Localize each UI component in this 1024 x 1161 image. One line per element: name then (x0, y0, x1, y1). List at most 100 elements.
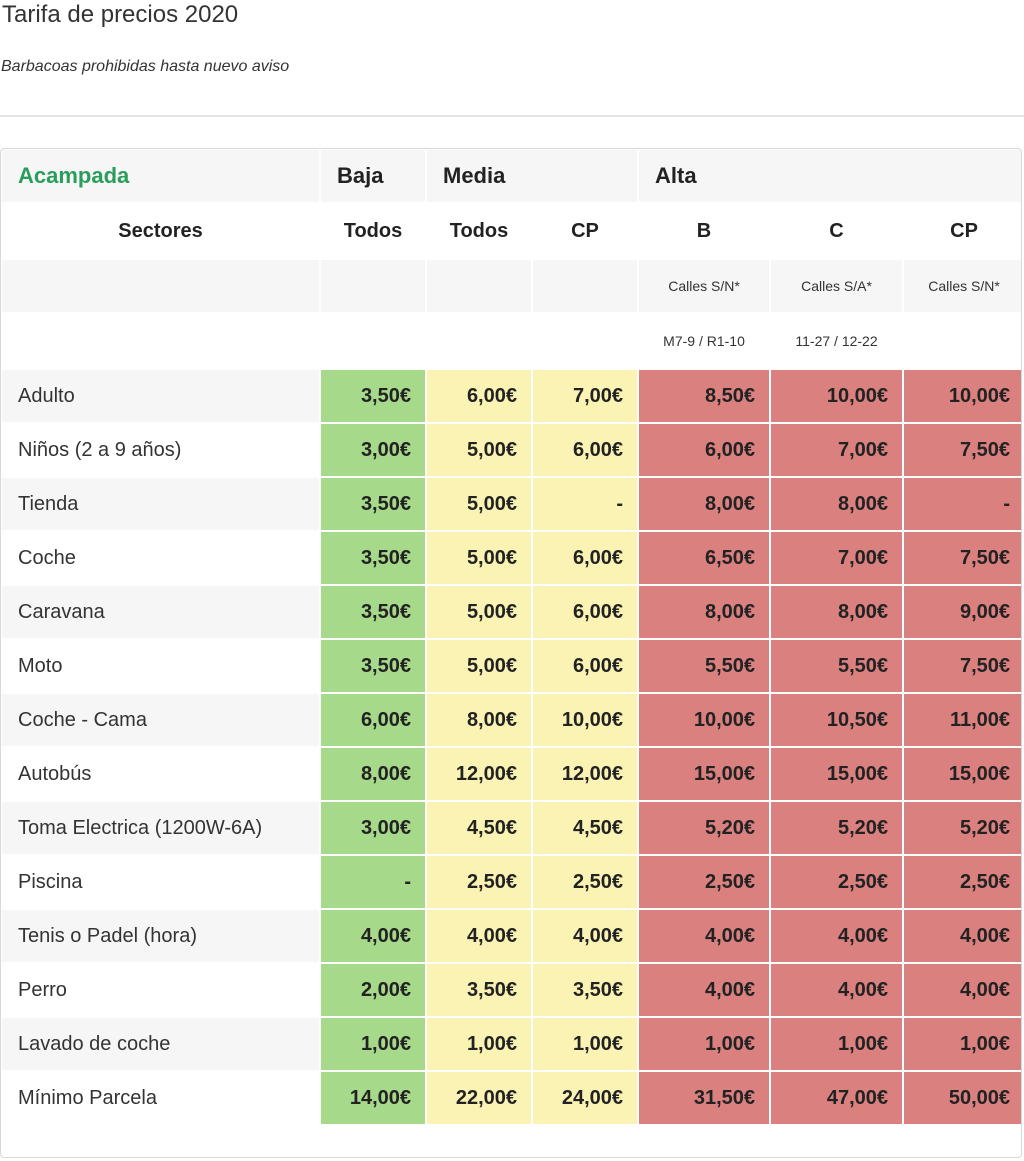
price-cell: 5,50€ (639, 640, 770, 692)
price-cell: 47,00€ (771, 1072, 903, 1124)
price-cell: 1,00€ (639, 1018, 770, 1070)
price-table-grid: Acampada Baja Media Alta Sectores Todos … (1, 149, 1021, 1126)
price-cell: 3,00€ (321, 802, 425, 854)
price-cell: 3,00€ (321, 424, 425, 476)
price-cell: 7,50€ (904, 424, 1021, 476)
table-row: Moto 3,50€ 5,00€ 6,00€ 5,50€ 5,50€ 7,50€ (2, 640, 1021, 692)
price-cell: 2,50€ (771, 856, 903, 908)
table-row: Autobús 8,00€ 12,00€ 12,00€ 15,00€ 15,00€ 15,0… (2, 748, 1021, 800)
table-row: Piscina -2,50€ 2,50€ 2,50€ 2,50€ 2,50€ (2, 856, 1021, 908)
row-label: Mínimo Parcela (2, 1072, 319, 1124)
price-cell: 6,00€ (533, 424, 638, 476)
price-cell: 4,00€ (639, 964, 770, 1016)
table-row: Caravana 3,50€ 5,00€ 6,00€ 8,00€ 8,00€ 9,00€ (2, 586, 1021, 638)
page-title: Tarifa de precios 2020 (2, 1, 239, 28)
price-cell: 4,50€ (427, 802, 531, 854)
price-cell: 15,00€ (639, 748, 770, 800)
price-cell: - (904, 478, 1021, 530)
table-row: Tenis o Padel (hora) 4,00€ 4,00€ 4,00€ 4,00€… (2, 910, 1021, 962)
sector-col: CP (533, 204, 638, 258)
price-cell: 7,50€ (904, 640, 1021, 692)
streets-cell (533, 260, 638, 312)
price-cell: - (533, 478, 638, 530)
price-cell: 1,00€ (427, 1018, 531, 1070)
table-row: Toma Electrica (1200W-6A) 3,00€ 4,50€ 4,50€… (2, 802, 1021, 854)
sector-col: C (771, 204, 903, 258)
price-cell: 4,00€ (904, 910, 1021, 962)
price-cell: 8,00€ (639, 478, 770, 530)
price-cell: 5,20€ (904, 802, 1021, 854)
row-label: Lavado de coche (2, 1018, 319, 1070)
price-cell: 12,00€ (427, 748, 531, 800)
streets-cell (427, 260, 531, 312)
row-label: Moto (2, 640, 319, 692)
row-label: Tienda (2, 478, 319, 530)
price-cell: 2,50€ (904, 856, 1021, 908)
price-cell: 3,50€ (321, 532, 425, 584)
price-cell: 12,00€ (533, 748, 638, 800)
price-cell: 3,50€ (321, 478, 425, 530)
sector-col: Todos (321, 204, 425, 258)
streets-cell: Calles S/N* (639, 260, 770, 312)
price-cell: 3,50€ (321, 640, 425, 692)
price-cell: 24,00€ (533, 1072, 638, 1124)
streets-range-cell: M7-9 / R1-10 (639, 314, 770, 368)
price-cell: 14,00€ (321, 1072, 425, 1124)
price-cell: 15,00€ (904, 748, 1021, 800)
price-cell: 50,00€ (904, 1072, 1021, 1124)
sectors-label: Sectores (2, 204, 319, 258)
streets-cell: Calles S/A* (771, 260, 903, 312)
table-row: Niños (2 a 9 años) 3,00€ 5,00€ 6,00€ 6,00€ 7,… (2, 424, 1021, 476)
table-row: Lavado de coche 1,00€ 1,00€ 1,00€ 1,00€ 1,00€… (2, 1018, 1021, 1070)
row-label: Niños (2 a 9 años) (2, 424, 319, 476)
price-cell: 7,00€ (533, 370, 638, 422)
streets-cell (321, 260, 425, 312)
row-label: Caravana (2, 586, 319, 638)
price-cell: 31,50€ (639, 1072, 770, 1124)
price-cell: 4,50€ (533, 802, 638, 854)
sector-col: Todos (427, 204, 531, 258)
table-row: Coche 3,50€ 5,00€ 6,00€ 6,50€ 7,00€ 7,50€ (2, 532, 1021, 584)
media-header: Media (427, 150, 638, 202)
row-label: Adulto (2, 370, 319, 422)
price-cell: 1,00€ (904, 1018, 1021, 1070)
streets-cell-empty (2, 314, 319, 368)
row-label: Autobús (2, 748, 319, 800)
streets-range-cell (427, 314, 531, 368)
row-label: Piscina (2, 856, 319, 908)
price-cell: 4,00€ (639, 910, 770, 962)
divider (0, 115, 1024, 117)
price-cell: 10,00€ (771, 370, 903, 422)
table-row: Perro 2,00€ 3,50€ 3,50€ 4,00€ 4,00€ 4,00€ (2, 964, 1021, 1016)
price-cell: - (321, 856, 425, 908)
price-cell: 6,00€ (639, 424, 770, 476)
price-cell: 2,50€ (639, 856, 770, 908)
price-cell: 1,00€ (321, 1018, 425, 1070)
streets-range-cell (904, 314, 1021, 368)
price-cell: 6,00€ (427, 370, 531, 422)
price-cell: 5,00€ (427, 424, 531, 476)
table-row: Tienda 3,50€ 5,00€ -8,00€ 8,00€ - (2, 478, 1021, 530)
price-cell: 6,00€ (533, 532, 638, 584)
price-cell: 10,00€ (639, 694, 770, 746)
sectors-row: Sectores Todos Todos CP B C CP (2, 204, 1021, 258)
streets-range-cell: 11-27 / 12-22 (771, 314, 903, 368)
price-cell: 8,00€ (771, 586, 903, 638)
price-cell: 5,00€ (427, 640, 531, 692)
price-cell: 9,00€ (904, 586, 1021, 638)
price-cell: 6,50€ (639, 532, 770, 584)
row-label: Perro (2, 964, 319, 1016)
price-cell: 15,00€ (771, 748, 903, 800)
price-cell: 3,50€ (321, 586, 425, 638)
price-cell: 2,50€ (427, 856, 531, 908)
price-cell: 7,00€ (771, 424, 903, 476)
price-cell: 7,50€ (904, 532, 1021, 584)
table-row: Mínimo Parcela 14,00€ 22,00€ 24,00€ 31,50€ 47… (2, 1072, 1021, 1124)
streets-row-1: Calles S/N* Calles S/A* Calles S/N* (2, 260, 1021, 312)
price-cell: 8,00€ (321, 748, 425, 800)
price-cell: 5,50€ (771, 640, 903, 692)
price-cell: 6,00€ (533, 586, 638, 638)
acampada-header: Acampada (2, 150, 319, 202)
price-cell: 6,00€ (533, 640, 638, 692)
price-cell: 3,50€ (427, 964, 531, 1016)
